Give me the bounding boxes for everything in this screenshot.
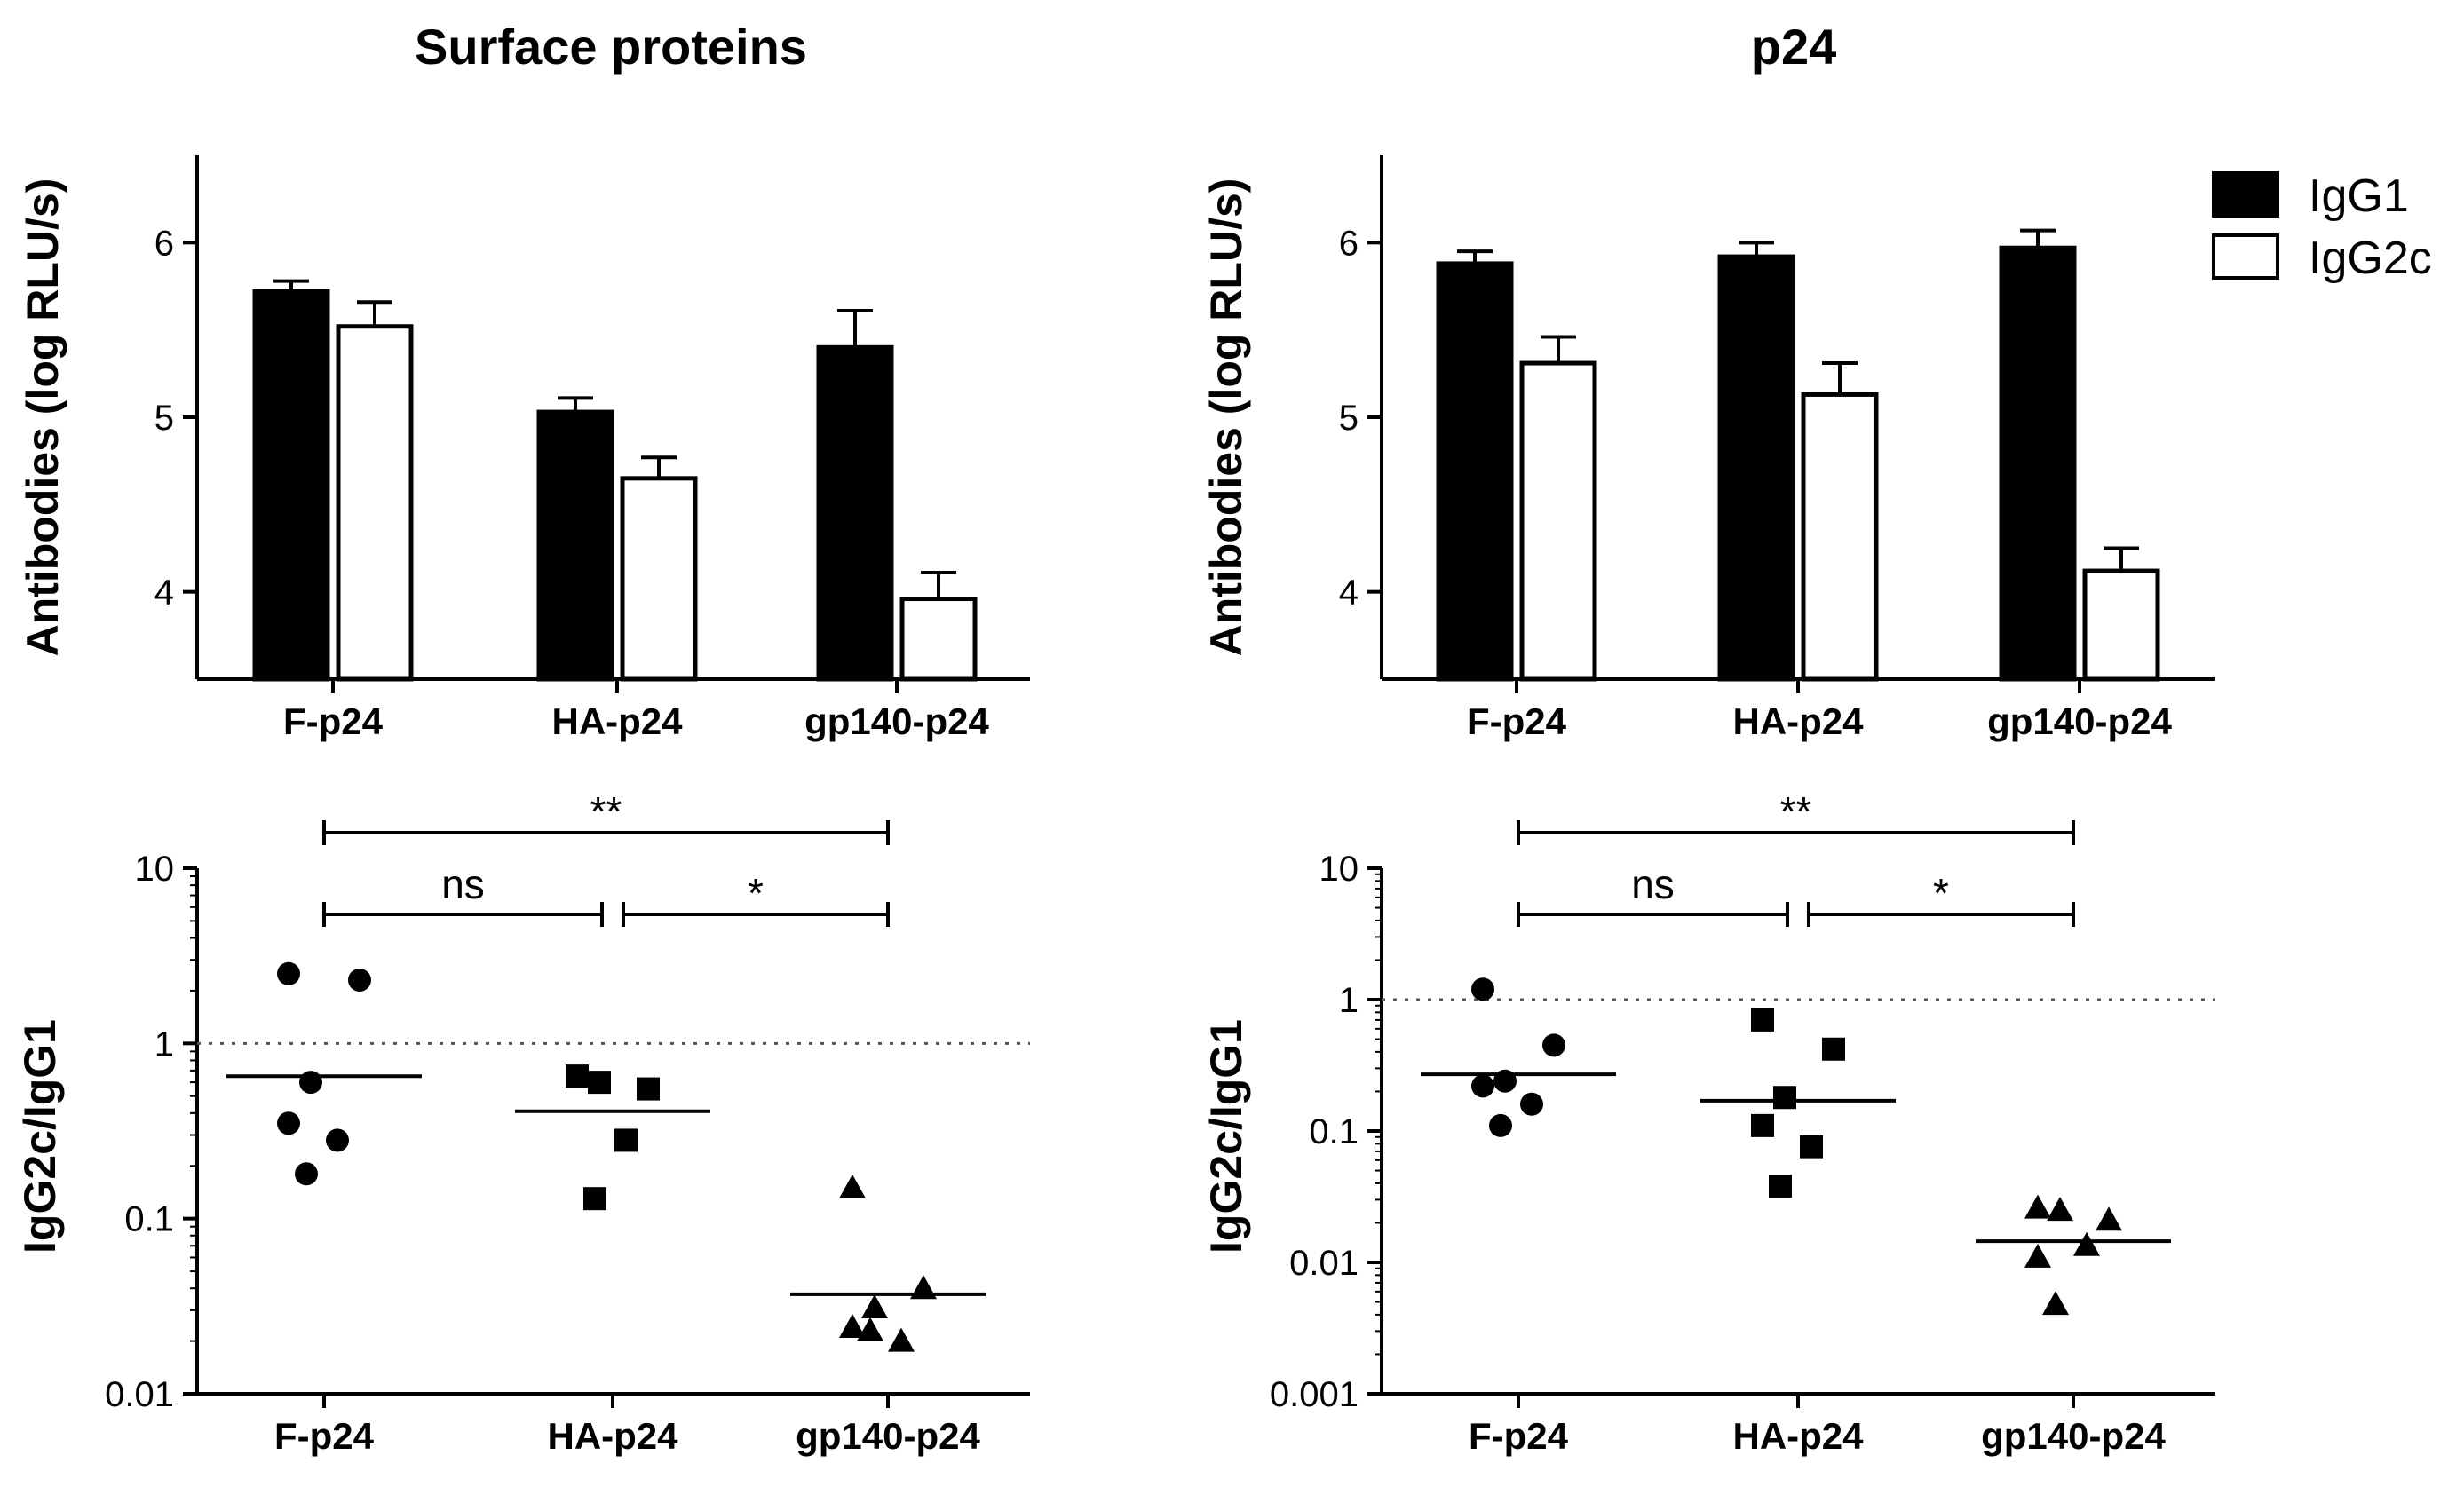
x-tick-label-ha-p24: HA-p24 <box>1732 1415 1864 1457</box>
point-square-ha-p24 <box>1751 1008 1774 1032</box>
x-tick-label-ha-p24: HA-p24 <box>547 1415 678 1457</box>
bar-igg2c-f-p24 <box>1519 360 1597 682</box>
point-square-ha-p24 <box>1751 1113 1774 1137</box>
point-triangle-gp140-p24 <box>888 1327 915 1352</box>
sig-label: ** <box>1780 788 1812 834</box>
x-tick-label-gp140-p24: gp140-p24 <box>804 700 989 742</box>
y-tick-label: 1 <box>154 1024 174 1064</box>
sig-label: * <box>1933 870 1949 916</box>
point-triangle-gp140-p24 <box>2073 1231 2100 1256</box>
point-square-ha-p24 <box>614 1128 638 1152</box>
ylabel-surface-bar: Antibodies (log RLU/s) <box>18 178 67 657</box>
point-circle-f-p24 <box>1493 1069 1517 1093</box>
y-tick-label: 6 <box>1339 224 1359 263</box>
bar-igg2c-gp140-p24 <box>899 597 978 682</box>
point-square-ha-p24 <box>1773 1086 1796 1110</box>
legend-swatch-igg1 <box>2212 171 2279 218</box>
point-square-ha-p24 <box>1800 1135 1823 1159</box>
ylabel-surface-ratio: IgG2c/IgG1 <box>15 1019 65 1254</box>
y-tick-label: 4 <box>1339 573 1359 613</box>
point-triangle-gp140-p24 <box>839 1313 866 1338</box>
title-surface-proteins: Surface proteins <box>415 19 807 75</box>
point-circle-f-p24 <box>299 1071 322 1095</box>
y-tick-label: 0.1 <box>124 1200 174 1239</box>
chart-p24-bar: 4 5 6 F-p24 HA-p24 gp140-p24 <box>1339 155 2215 742</box>
y-tick-label: 10 <box>135 850 175 889</box>
bar-igg2c-gp140-p24 <box>2082 568 2160 682</box>
point-circle-f-p24 <box>348 968 371 992</box>
x-tick-label-gp140-p24: gp140-p24 <box>796 1415 980 1457</box>
sig-label: * <box>748 870 764 916</box>
point-circle-f-p24 <box>277 1111 300 1135</box>
bar-igg1-f-p24 <box>1436 261 1514 682</box>
point-square-ha-p24 <box>588 1071 611 1095</box>
y-tick-label: 1 <box>1339 981 1359 1020</box>
sig-label: ns <box>1631 861 1675 907</box>
point-circle-f-p24 <box>1542 1033 1565 1057</box>
point-square-ha-p24 <box>583 1187 606 1211</box>
legend-swatch-igg2c <box>2212 233 2279 280</box>
x-tick-label-f-p24: F-p24 <box>274 1415 375 1457</box>
chart-p24-ratio: 0.001 0.01 0.1 1 10 F-p24 HA-p24 gp140-p24 ** ns * <box>1270 788 2215 1457</box>
point-triangle-gp140-p24 <box>2096 1206 2122 1231</box>
chart-surface-proteins-ratio: 0.01 0.1 1 10 F-p24 HA-p24 gp140-p24 ** ns * <box>105 788 1030 1457</box>
point-square-ha-p24 <box>566 1064 589 1088</box>
bar-igg2c-f-p24 <box>336 324 414 682</box>
y-tick-label: 6 <box>154 224 174 263</box>
y-tick-label: 5 <box>1339 399 1359 438</box>
ylabel-p24-ratio: IgG2c/IgG1 <box>1201 1019 1251 1254</box>
point-triangle-gp140-p24 <box>2047 1197 2073 1222</box>
point-square-ha-p24 <box>1769 1175 1792 1198</box>
chart-surface-proteins-bar: 4 5 6 F-p24 HA-p24 gp140-p24 <box>154 155 1030 742</box>
point-circle-f-p24 <box>1489 1113 1512 1137</box>
point-triangle-gp140-p24 <box>839 1174 866 1198</box>
y-tick-label: 5 <box>154 399 174 438</box>
point-triangle-gp140-p24 <box>857 1317 883 1341</box>
point-triangle-gp140-p24 <box>2024 1194 2051 1219</box>
x-tick-label-f-p24: F-p24 <box>1469 1415 1569 1457</box>
y-tick-label: 0.001 <box>1270 1375 1359 1414</box>
point-triangle-gp140-p24 <box>2042 1291 2069 1316</box>
ylabel-p24-bar: Antibodies (log RLU/s) <box>1201 178 1251 657</box>
point-triangle-gp140-p24 <box>2024 1243 2051 1268</box>
bar-igg2c-ha-p24 <box>620 476 698 682</box>
point-circle-f-p24 <box>1520 1092 1543 1116</box>
y-tick-label: 10 <box>1319 850 1359 889</box>
bar-igg1-f-p24 <box>252 289 330 682</box>
y-tick-label: 0.01 <box>105 1375 174 1414</box>
title-p24: p24 <box>1751 19 1837 75</box>
legend: IgG1 IgG2c <box>2212 170 2432 284</box>
bar-igg1-ha-p24 <box>1717 254 1795 682</box>
point-triangle-gp140-p24 <box>910 1275 937 1300</box>
y-tick-label: 0.01 <box>1289 1244 1359 1283</box>
point-circle-f-p24 <box>295 1162 318 1186</box>
x-tick-label-gp140-p24: gp140-p24 <box>1987 700 2172 742</box>
x-tick-label-ha-p24: HA-p24 <box>551 700 683 742</box>
legend-label-igg2c: IgG2c <box>2309 233 2432 284</box>
point-circle-f-p24 <box>1471 1074 1494 1098</box>
y-tick-label: 0.1 <box>1309 1112 1359 1151</box>
bar-igg2c-ha-p24 <box>1801 392 1879 682</box>
bar-igg1-gp140-p24 <box>1999 245 2077 682</box>
x-tick-label-ha-p24: HA-p24 <box>1732 700 1864 742</box>
y-tick-label: 4 <box>154 573 174 613</box>
point-circle-f-p24 <box>326 1128 349 1152</box>
x-tick-label-f-p24: F-p24 <box>283 700 384 742</box>
point-circle-f-p24 <box>277 961 300 985</box>
bar-igg1-ha-p24 <box>536 409 614 682</box>
point-triangle-gp140-p24 <box>861 1294 888 1319</box>
bar-igg1-gp140-p24 <box>816 344 894 682</box>
x-tick-label-gp140-p24: gp140-p24 <box>1981 1415 2166 1457</box>
sig-label: ns <box>441 861 485 907</box>
point-circle-f-p24 <box>1471 977 1494 1001</box>
sig-label: ** <box>590 788 622 834</box>
legend-label-igg1: IgG1 <box>2309 170 2409 222</box>
point-square-ha-p24 <box>637 1077 660 1101</box>
x-tick-label-f-p24: F-p24 <box>1467 700 1567 742</box>
point-square-ha-p24 <box>1822 1037 1845 1061</box>
